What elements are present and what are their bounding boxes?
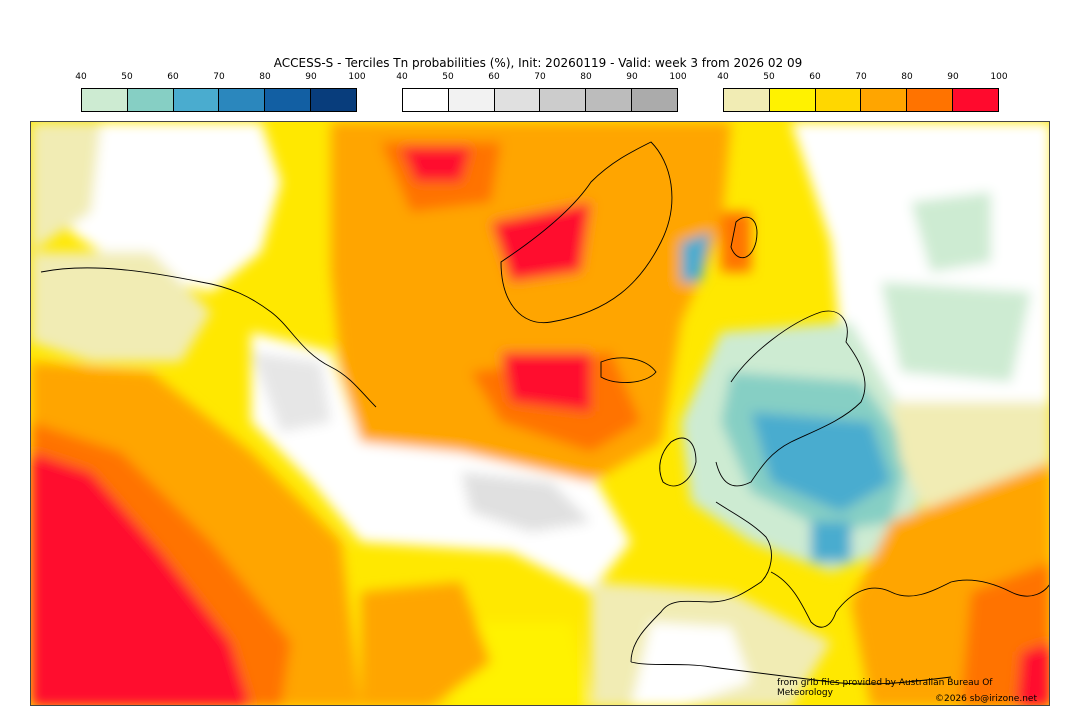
color-swatch — [815, 89, 862, 111]
region-green-north-russia — [881, 282, 1031, 382]
region-red-pacific — [31, 452, 251, 705]
tick-label: 70 — [213, 72, 225, 82]
tick-label: 50 — [121, 72, 133, 82]
coastline-north-africa — [630, 661, 952, 685]
color-bar — [723, 88, 999, 112]
region-grey-labrador — [251, 352, 331, 432]
legend-ticks: 40 50 60 70 80 90 100 — [75, 72, 365, 87]
tick-label: 100 — [990, 72, 1008, 82]
legend-below-normal: 40 50 60 70 80 90 100 — [75, 72, 366, 112]
region-below-europe-blue — [751, 412, 891, 512]
probability-map: from grib files provided by Australian B… — [30, 121, 1050, 706]
legend-ticks: 40 50 60 70 80 90 100 — [396, 72, 686, 87]
color-swatch — [907, 89, 954, 111]
region-orange-svalbard — [721, 212, 751, 272]
region-red-middle-east — [1016, 642, 1049, 705]
legend-above-normal: 40 50 60 70 80 90 100 — [717, 72, 1008, 112]
map-canvas — [31, 122, 1049, 705]
tick-label: 80 — [901, 72, 913, 82]
color-swatch — [586, 89, 633, 111]
color-swatch — [632, 89, 677, 111]
tick-label: 90 — [947, 72, 959, 82]
tick-label: 80 — [259, 72, 271, 82]
region-red-iceland — [501, 352, 591, 412]
region-red-greenland — [491, 202, 591, 282]
coastline-scandinavia — [715, 310, 866, 487]
region-near-normal-canada — [51, 122, 281, 292]
tick-label: 70 — [855, 72, 867, 82]
region-weak-pacific-north — [31, 252, 211, 362]
tick-label: 100 — [669, 72, 687, 82]
tick-label: 50 — [763, 72, 775, 82]
color-swatch — [127, 89, 174, 111]
region-green-arctic — [911, 192, 991, 272]
tick-label: 60 — [809, 72, 821, 82]
coastline-north-america — [40, 267, 377, 408]
tick-label: 50 — [442, 72, 454, 82]
region-blue-greenland-sea — [681, 232, 711, 282]
probability-regions — [31, 122, 1049, 705]
tick-label: 40 — [75, 72, 87, 82]
legend-ticks: 40 50 60 70 80 90 100 — [717, 72, 1007, 87]
color-swatch — [448, 89, 495, 111]
tick-label: 100 — [348, 72, 366, 82]
region-below-balkans — [811, 522, 851, 562]
tick-label: 40 — [717, 72, 729, 82]
color-swatch — [769, 89, 816, 111]
tick-label: 80 — [580, 72, 592, 82]
color-swatch — [403, 89, 449, 111]
tick-label: 60 — [167, 72, 179, 82]
coastline-west-europe — [630, 501, 772, 663]
coastline-iceland — [600, 357, 657, 383]
color-swatch — [861, 89, 908, 111]
coastlines — [40, 141, 1049, 685]
legend-near-normal: 40 50 60 70 80 90 100 — [396, 72, 687, 112]
chart-title: ACCESS-S - Terciles Tn probabilities (%)… — [273, 56, 803, 70]
color-bar — [402, 88, 678, 112]
coastline-british-isles — [659, 437, 697, 487]
tick-label: 40 — [396, 72, 408, 82]
source-credit: from grib files provided by Australian B… — [777, 678, 993, 698]
region-grey-atlantic — [461, 472, 591, 532]
color-swatch — [953, 89, 998, 111]
tick-label: 90 — [305, 72, 317, 82]
color-swatch — [219, 89, 266, 111]
region-red-arctic — [401, 147, 471, 182]
tick-label: 60 — [488, 72, 500, 82]
color-swatch — [265, 89, 312, 111]
color-swatch — [311, 89, 356, 111]
coastline-greenland — [500, 141, 673, 324]
region-orange-subtropical — [361, 582, 491, 705]
coastline-mediterranean — [770, 571, 1049, 628]
color-swatch — [540, 89, 587, 111]
copyright-credit: ©2026 sb@irizone.net — [935, 694, 1037, 704]
region-near-normal-africa — [631, 622, 751, 705]
color-swatch — [724, 89, 770, 111]
region-above-greenland — [331, 122, 731, 482]
coastline-svalbard — [730, 216, 758, 259]
color-swatch — [173, 89, 220, 111]
color-swatch — [494, 89, 541, 111]
region-weak-canada-west — [31, 122, 101, 252]
color-bar — [81, 88, 357, 112]
color-swatch — [82, 89, 128, 111]
tick-label: 70 — [534, 72, 546, 82]
region-yellow-subtropical — [451, 622, 591, 705]
tick-label: 90 — [626, 72, 638, 82]
